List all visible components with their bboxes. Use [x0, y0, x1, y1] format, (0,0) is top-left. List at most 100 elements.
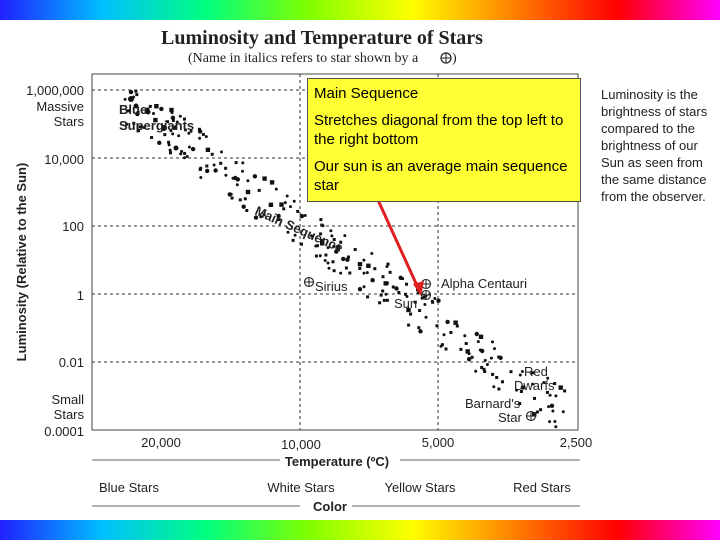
- star-point: [561, 410, 565, 414]
- star-point: [262, 176, 267, 181]
- star-point: [357, 262, 363, 267]
- star-point: [394, 286, 399, 291]
- star-point: [339, 271, 343, 275]
- star-point: [330, 234, 334, 238]
- star-point: [205, 164, 209, 168]
- star-point: [210, 152, 214, 156]
- star-point: [185, 155, 189, 158]
- star-point: [515, 388, 519, 392]
- star-point: [163, 133, 167, 137]
- y-tick-label: 0.01: [59, 355, 84, 370]
- star-point: [433, 297, 437, 300]
- star-point: [542, 381, 546, 384]
- star-point: [474, 369, 478, 373]
- star-point: [420, 296, 424, 300]
- star-point: [148, 104, 152, 108]
- star-point: [546, 376, 550, 380]
- star-point: [183, 117, 186, 121]
- star-point: [169, 107, 174, 113]
- star-point: [397, 290, 401, 294]
- star-point: [282, 207, 286, 211]
- star-point: [519, 390, 523, 393]
- star-point: [480, 366, 484, 369]
- star-point: [418, 329, 423, 334]
- star-point: [220, 150, 223, 154]
- color-label-yellow: Yellow Stars: [384, 480, 456, 495]
- star-point: [329, 229, 333, 233]
- star-point: [241, 169, 244, 173]
- y-tick-label: 1: [77, 288, 84, 303]
- star-point: [326, 246, 330, 250]
- star-point: [241, 204, 246, 209]
- star-point: [150, 136, 154, 139]
- star-point: [327, 266, 331, 270]
- star-point: [128, 96, 134, 102]
- star-point: [449, 331, 453, 334]
- star-point: [289, 205, 292, 209]
- star-point: [187, 131, 191, 135]
- star-point: [319, 232, 323, 236]
- star-point: [314, 244, 318, 248]
- star-point: [336, 244, 340, 248]
- star-point: [166, 120, 170, 124]
- star-point: [345, 257, 350, 262]
- star-point: [353, 248, 357, 251]
- star-point: [553, 420, 557, 423]
- star-point: [343, 234, 347, 238]
- star-point: [373, 267, 377, 271]
- star-point: [370, 278, 375, 283]
- star-point: [474, 331, 479, 337]
- star-point: [276, 213, 281, 219]
- star-point: [205, 168, 210, 174]
- star-point: [381, 289, 385, 293]
- star-point: [383, 281, 388, 286]
- star-point: [533, 396, 536, 400]
- star-point: [134, 89, 138, 93]
- star-point: [482, 367, 486, 371]
- barnards-star-label: Star: [498, 410, 523, 425]
- star-point: [379, 293, 383, 297]
- star-point: [187, 145, 191, 149]
- star-point: [125, 122, 129, 126]
- star-point: [405, 295, 409, 298]
- star-point: [436, 298, 441, 303]
- star-point: [520, 370, 524, 373]
- star-point: [413, 300, 417, 304]
- star-point: [159, 106, 164, 112]
- x-tick-label: 2,500: [560, 435, 593, 450]
- star-point: [357, 287, 363, 292]
- y-tick-extra-label: Stars: [54, 114, 85, 129]
- star-point: [491, 340, 494, 344]
- star-point: [224, 173, 228, 177]
- star-point: [332, 244, 336, 248]
- star-point: [405, 282, 408, 286]
- star-point: [233, 175, 238, 181]
- star-point: [418, 309, 422, 312]
- star-point: [366, 295, 370, 299]
- star-point: [498, 355, 503, 360]
- star-point: [320, 223, 324, 227]
- star-point: [219, 161, 223, 165]
- star-point: [424, 315, 428, 319]
- star-point: [293, 233, 297, 237]
- star-point: [547, 405, 551, 409]
- star-point: [286, 230, 290, 234]
- sirius-label: Sirius: [315, 279, 348, 294]
- star-point: [253, 215, 259, 220]
- star-point: [135, 93, 139, 97]
- star-point: [388, 270, 392, 274]
- main-sequence-callout: Main Sequence Stretches diagonal from th…: [307, 78, 581, 202]
- star-point: [362, 258, 366, 262]
- red-dwarfs-label: Dwarfs: [514, 378, 555, 393]
- star-point: [440, 343, 444, 347]
- star-point: [548, 420, 552, 424]
- y-tick-label: 100: [62, 219, 84, 234]
- star-point: [334, 249, 339, 254]
- star-point: [138, 125, 142, 129]
- star-point: [518, 402, 522, 405]
- star-point: [153, 117, 158, 123]
- star-point: [299, 213, 305, 219]
- star-point: [465, 349, 470, 354]
- star-point: [463, 334, 467, 338]
- star-point: [551, 409, 555, 413]
